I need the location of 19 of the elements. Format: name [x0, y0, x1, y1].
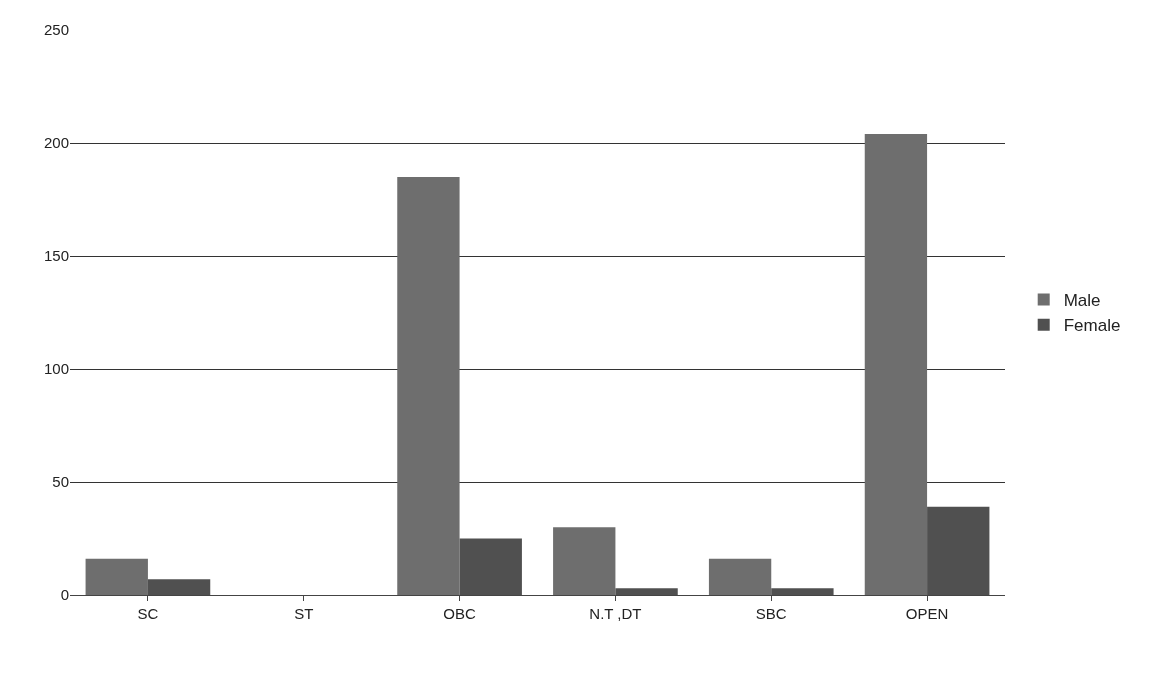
bar: [864, 133, 928, 595]
y-tick-label: 250: [43, 21, 69, 39]
legend-label: Male: [1063, 291, 1101, 311]
bar: [85, 558, 148, 595]
bar: [708, 558, 772, 595]
y-tick-label: 50: [52, 473, 69, 491]
x-tick-label: SC: [137, 605, 159, 622]
y-tick-label: 150: [43, 247, 69, 265]
y-tick-label: 200: [43, 134, 69, 152]
x-tick-label: OBC: [443, 605, 476, 622]
y-tick-label: 0: [60, 586, 69, 604]
x-tick-label: ST: [294, 605, 314, 622]
legend-label: Female: [1063, 316, 1121, 336]
bar: [553, 527, 616, 595]
x-tick-label: OPEN: [905, 605, 949, 622]
bar: [397, 176, 460, 595]
x-tick-label: N.T ,DT: [589, 605, 642, 622]
y-tick-label: 100: [43, 360, 69, 378]
x-tick-label: SBC: [755, 605, 787, 622]
